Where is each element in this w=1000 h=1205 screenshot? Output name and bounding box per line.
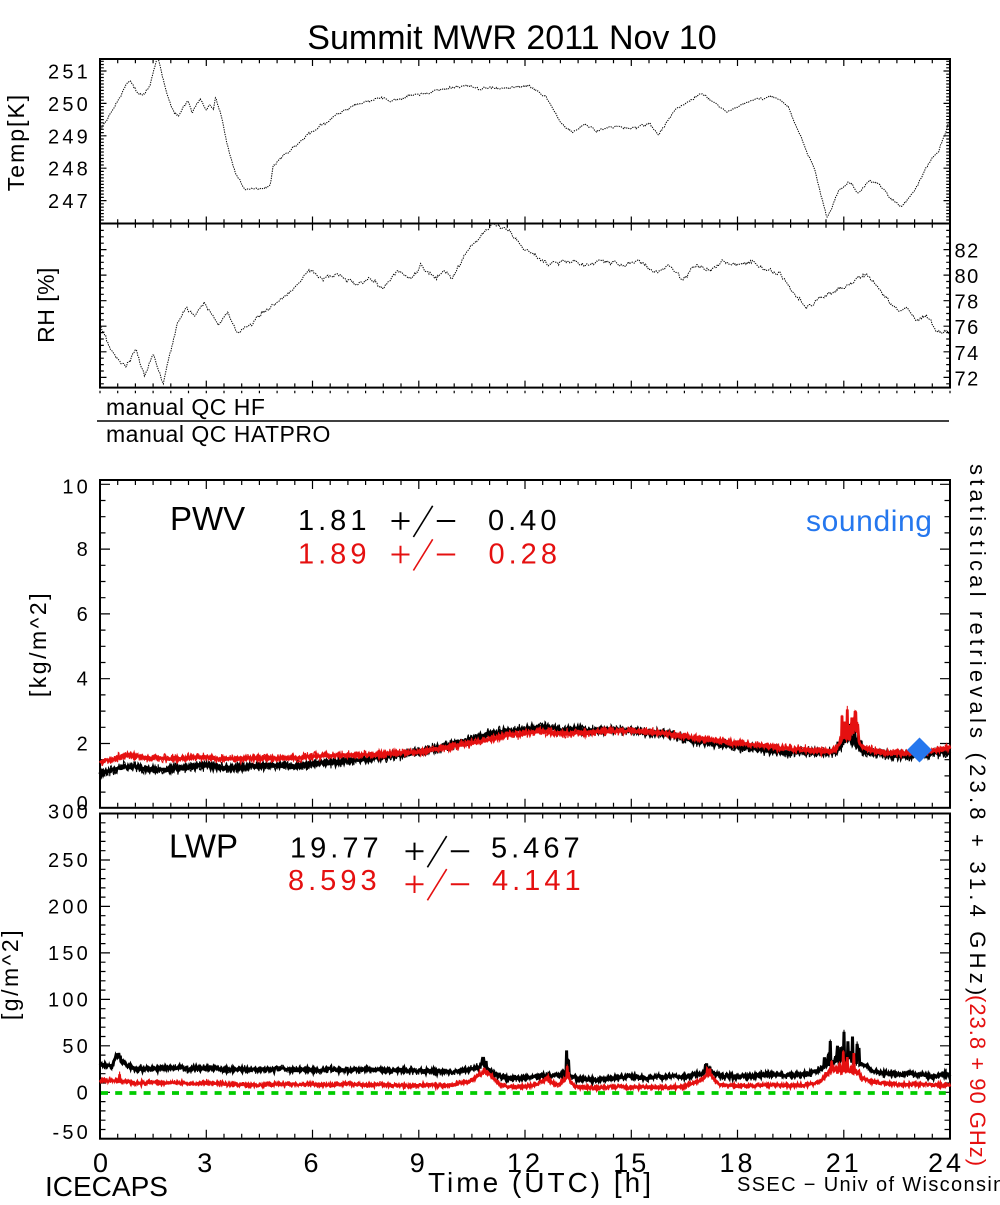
svg-text:300: 300: [48, 802, 91, 824]
svg-text:[kg/m^2]: [kg/m^2]: [25, 591, 51, 697]
svg-text:72: 72: [955, 368, 980, 390]
svg-text:statistical retrievals (23.8 +: statistical retrievals (23.8 + 31.4 GHz): [965, 464, 990, 999]
svg-text:100: 100: [48, 989, 91, 1011]
svg-text:18: 18: [719, 1148, 755, 1178]
svg-text:78: 78: [955, 292, 980, 314]
svg-text:4: 4: [77, 669, 91, 691]
svg-text:manual QC HF: manual QC HF: [106, 394, 265, 420]
svg-text:Temp[K]: Temp[K]: [3, 93, 29, 191]
svg-text:9: 9: [410, 1148, 428, 1178]
svg-text:6: 6: [77, 604, 91, 626]
svg-text:24: 24: [928, 1148, 964, 1178]
svg-text:74: 74: [955, 343, 980, 365]
svg-text:15: 15: [613, 1148, 649, 1178]
svg-text:6: 6: [303, 1148, 321, 1178]
svg-text:0: 0: [93, 1148, 111, 1178]
svg-text:2: 2: [77, 734, 91, 756]
svg-text:80: 80: [955, 266, 980, 288]
svg-text:3: 3: [197, 1148, 215, 1178]
svg-text:250: 250: [48, 850, 91, 872]
svg-text:76: 76: [955, 317, 980, 339]
svg-text:sounding: sounding: [806, 505, 933, 538]
svg-text:0: 0: [77, 1082, 91, 1104]
svg-text:Time (UTC) [h]: Time (UTC) [h]: [428, 1167, 654, 1198]
svg-text:ICECAPS: ICECAPS: [45, 1171, 168, 1200]
svg-text:LWP: LWP: [169, 827, 238, 864]
svg-text:5.467: 5.467: [491, 832, 584, 864]
svg-text:Summit MWR 2011 Nov 10: Summit MWR 2011 Nov 10: [307, 19, 716, 57]
svg-text:manual QC HATPRO: manual QC HATPRO: [106, 421, 331, 447]
svg-text:19.77: 19.77: [290, 832, 383, 864]
svg-text:12: 12: [507, 1148, 543, 1178]
svg-text:RH [%]: RH [%]: [33, 267, 59, 343]
svg-text:247: 247: [48, 191, 91, 213]
svg-text:[g/m^2]: [g/m^2]: [0, 928, 23, 1020]
svg-text:0.40: 0.40: [488, 505, 560, 537]
svg-text:8.593: 8.593: [288, 865, 381, 897]
svg-text:1.81: 1.81: [298, 505, 370, 537]
svg-text:250: 250: [48, 94, 91, 116]
svg-text:249: 249: [48, 126, 91, 148]
svg-text:SSEC − Univ of Wisconsin: SSEC − Univ of Wisconsin: [737, 1174, 1000, 1196]
svg-text:251: 251: [48, 62, 91, 84]
svg-text:200: 200: [48, 896, 91, 918]
svg-text:4.141: 4.141: [492, 865, 585, 897]
svg-text:1.89: 1.89: [298, 539, 370, 571]
svg-text:(23.8 + 90 GHz): (23.8 + 90 GHz): [965, 995, 990, 1167]
svg-text:-50: -50: [52, 1122, 91, 1144]
svg-text:0.28: 0.28: [489, 539, 561, 571]
svg-text:8: 8: [77, 539, 91, 561]
svg-text:PWV: PWV: [170, 500, 245, 537]
svg-text:50: 50: [62, 1036, 91, 1058]
svg-text:150: 150: [48, 943, 91, 965]
svg-text:0: 0: [77, 793, 91, 815]
svg-text:82: 82: [955, 241, 980, 263]
svg-text:248: 248: [48, 159, 91, 181]
svg-text:21: 21: [826, 1148, 862, 1178]
svg-text:10: 10: [62, 476, 91, 498]
